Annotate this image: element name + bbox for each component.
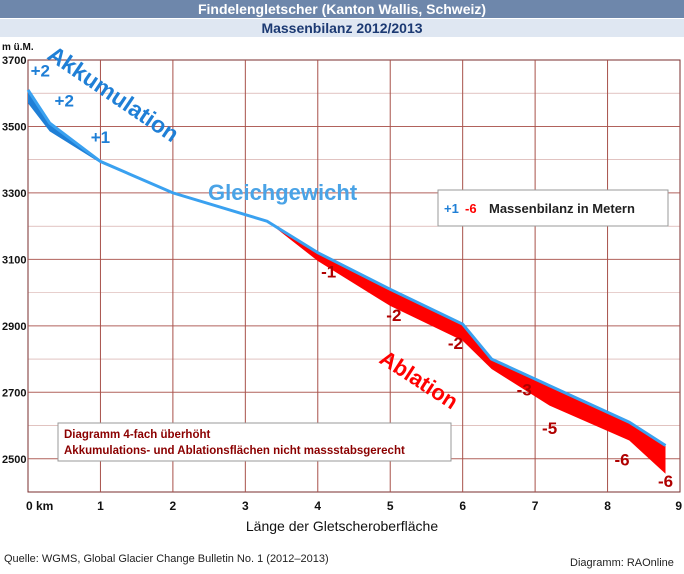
legend-text: Massenbilanz in Metern [489,201,635,216]
x-tick-labels: 0 km 1 2 3 4 5 6 7 8 9 [26,499,682,513]
mass-balance-label-4: -2 [386,306,401,325]
x-axis-label: Länge der Gletscheroberfläche [246,518,438,534]
mass-balance-areas [26,89,667,474]
grid [28,60,680,492]
x-tick-0: 0 km [26,499,53,513]
y-tick-2500: 2500 [2,454,26,466]
legend-negative: -6 [465,201,477,216]
chart-title: Findelengletscher (Kanton Wallis, Schwei… [0,0,684,18]
note: Diagramm 4-fach überhöht Akkumulations- … [57,422,452,462]
glacier-surface-line [26,89,667,447]
x-tick-6: 6 [459,499,466,513]
note-box [57,422,452,462]
mass-balance-label-3: -1 [321,263,336,282]
legend-positive: +1 [444,201,459,216]
x-tick-4: 4 [314,499,321,513]
x-tick-8: 8 [604,499,611,513]
y-tick-2900: 2900 [2,321,26,333]
credit-footer: Diagramm: RAOnline [570,557,674,569]
mass-balance-label-7: -5 [542,419,557,438]
mass-balance-label-6: -3 [517,381,532,400]
y-tick-2700: 2700 [2,387,26,399]
x-tick-1: 1 [97,499,104,513]
mass-balance-labels: +2 +2 +1 -1 -2 -2 -3 -5 -6 -6 [31,62,673,491]
mass-balance-label-9: -6 [658,472,673,491]
x-tick-5: 5 [387,499,394,513]
legend-box [437,189,669,227]
ablation-area [267,221,666,474]
y-tick-labels: 3700 3500 3300 3100 2900 2700 2500 [2,55,26,466]
note-line-2: Akkumulations- und Ablationsflächen nich… [64,445,405,457]
y-tick-3700: 3700 [2,55,26,67]
source-footer: Quelle: WGMS, Global Glacier Change Bull… [4,553,329,565]
equilibrium-annotation: Gleichgewicht [208,180,358,205]
mass-balance-label-1: +2 [55,92,74,111]
x-tick-7: 7 [532,499,539,513]
x-tick-2: 2 [170,499,177,513]
mass-balance-label-5: -2 [448,334,463,353]
legend: +1 -6 Massenbilanz in Metern [437,189,669,227]
mass-balance-label-8: -6 [614,450,629,469]
chart-subtitle: Massenbilanz 2012/2013 [0,19,684,37]
y-axis-label: m ü.M. [2,42,34,53]
mass-balance-label-0: +2 [31,62,50,81]
x-tick-3: 3 [242,499,249,513]
mass-balance-label-2: +1 [91,128,110,147]
note-line-1: Diagramm 4-fach überhöht [64,429,210,441]
x-tick-9: 9 [675,499,682,513]
y-tick-3300: 3300 [2,188,26,200]
y-tick-3500: 3500 [2,121,26,133]
y-tick-3100: 3100 [2,254,26,266]
